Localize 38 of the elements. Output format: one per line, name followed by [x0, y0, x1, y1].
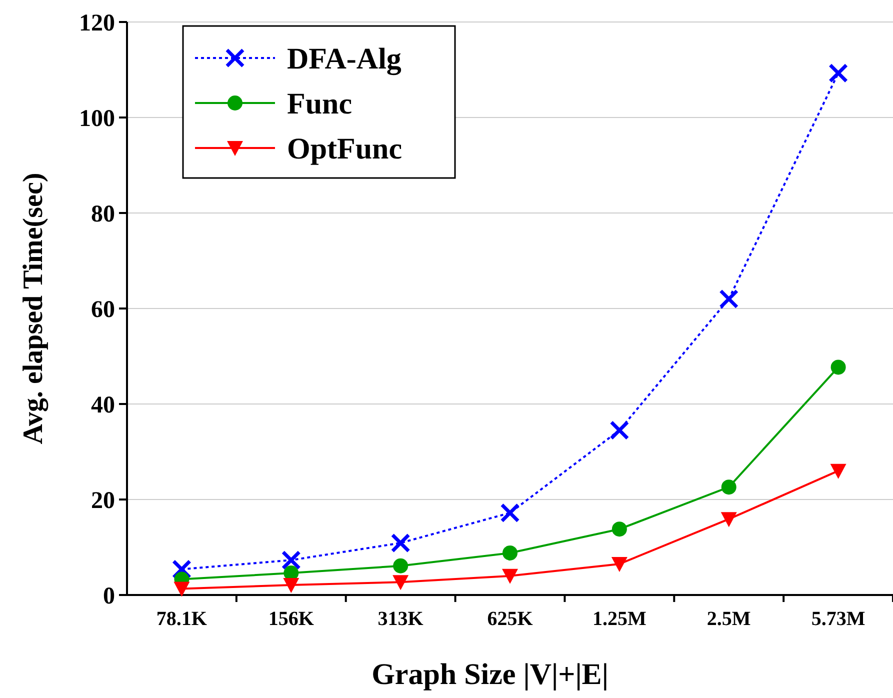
y-tick-label: 100 — [79, 106, 115, 132]
y-tick-label: 80 — [91, 201, 115, 228]
legend-label: OptFunc — [287, 132, 402, 166]
point — [283, 578, 300, 593]
point — [612, 522, 627, 537]
point — [500, 503, 520, 523]
point — [390, 533, 410, 553]
y-axis-title: Avg. elapsed Time(sec) — [18, 172, 49, 444]
x-tick-label: 625K — [487, 608, 534, 630]
x-tick-label: 156K — [268, 608, 314, 630]
x-tick-label: 1.25M — [592, 608, 646, 630]
point — [720, 512, 737, 528]
point — [830, 360, 846, 375]
y-tick-label: 0 — [103, 583, 115, 610]
y-tick-label: 40 — [91, 392, 115, 418]
point — [393, 558, 408, 574]
legend-label: Func — [287, 88, 352, 120]
y-tick-label: 120 — [79, 10, 115, 36]
point — [721, 480, 736, 495]
point — [830, 464, 846, 479]
point — [281, 550, 301, 570]
point — [174, 582, 190, 597]
x-tick-label: 5.73M — [811, 608, 866, 630]
point — [719, 289, 739, 309]
x-tick-label: 2.5M — [706, 608, 751, 630]
point — [611, 556, 628, 572]
point — [392, 575, 409, 590]
y-tick-label: 60 — [91, 296, 115, 323]
x-tick-label: 78.1K — [156, 608, 208, 630]
x-axis-title: Graph Size |V|+|E| — [372, 658, 608, 691]
x-tick-label: 313K — [378, 608, 424, 630]
point — [172, 559, 192, 579]
legend-label: DFA-Alg — [287, 42, 402, 76]
point — [610, 420, 630, 440]
point — [502, 568, 518, 584]
point — [502, 545, 518, 560]
point — [828, 63, 848, 83]
y-tick-label: 20 — [91, 488, 115, 514]
